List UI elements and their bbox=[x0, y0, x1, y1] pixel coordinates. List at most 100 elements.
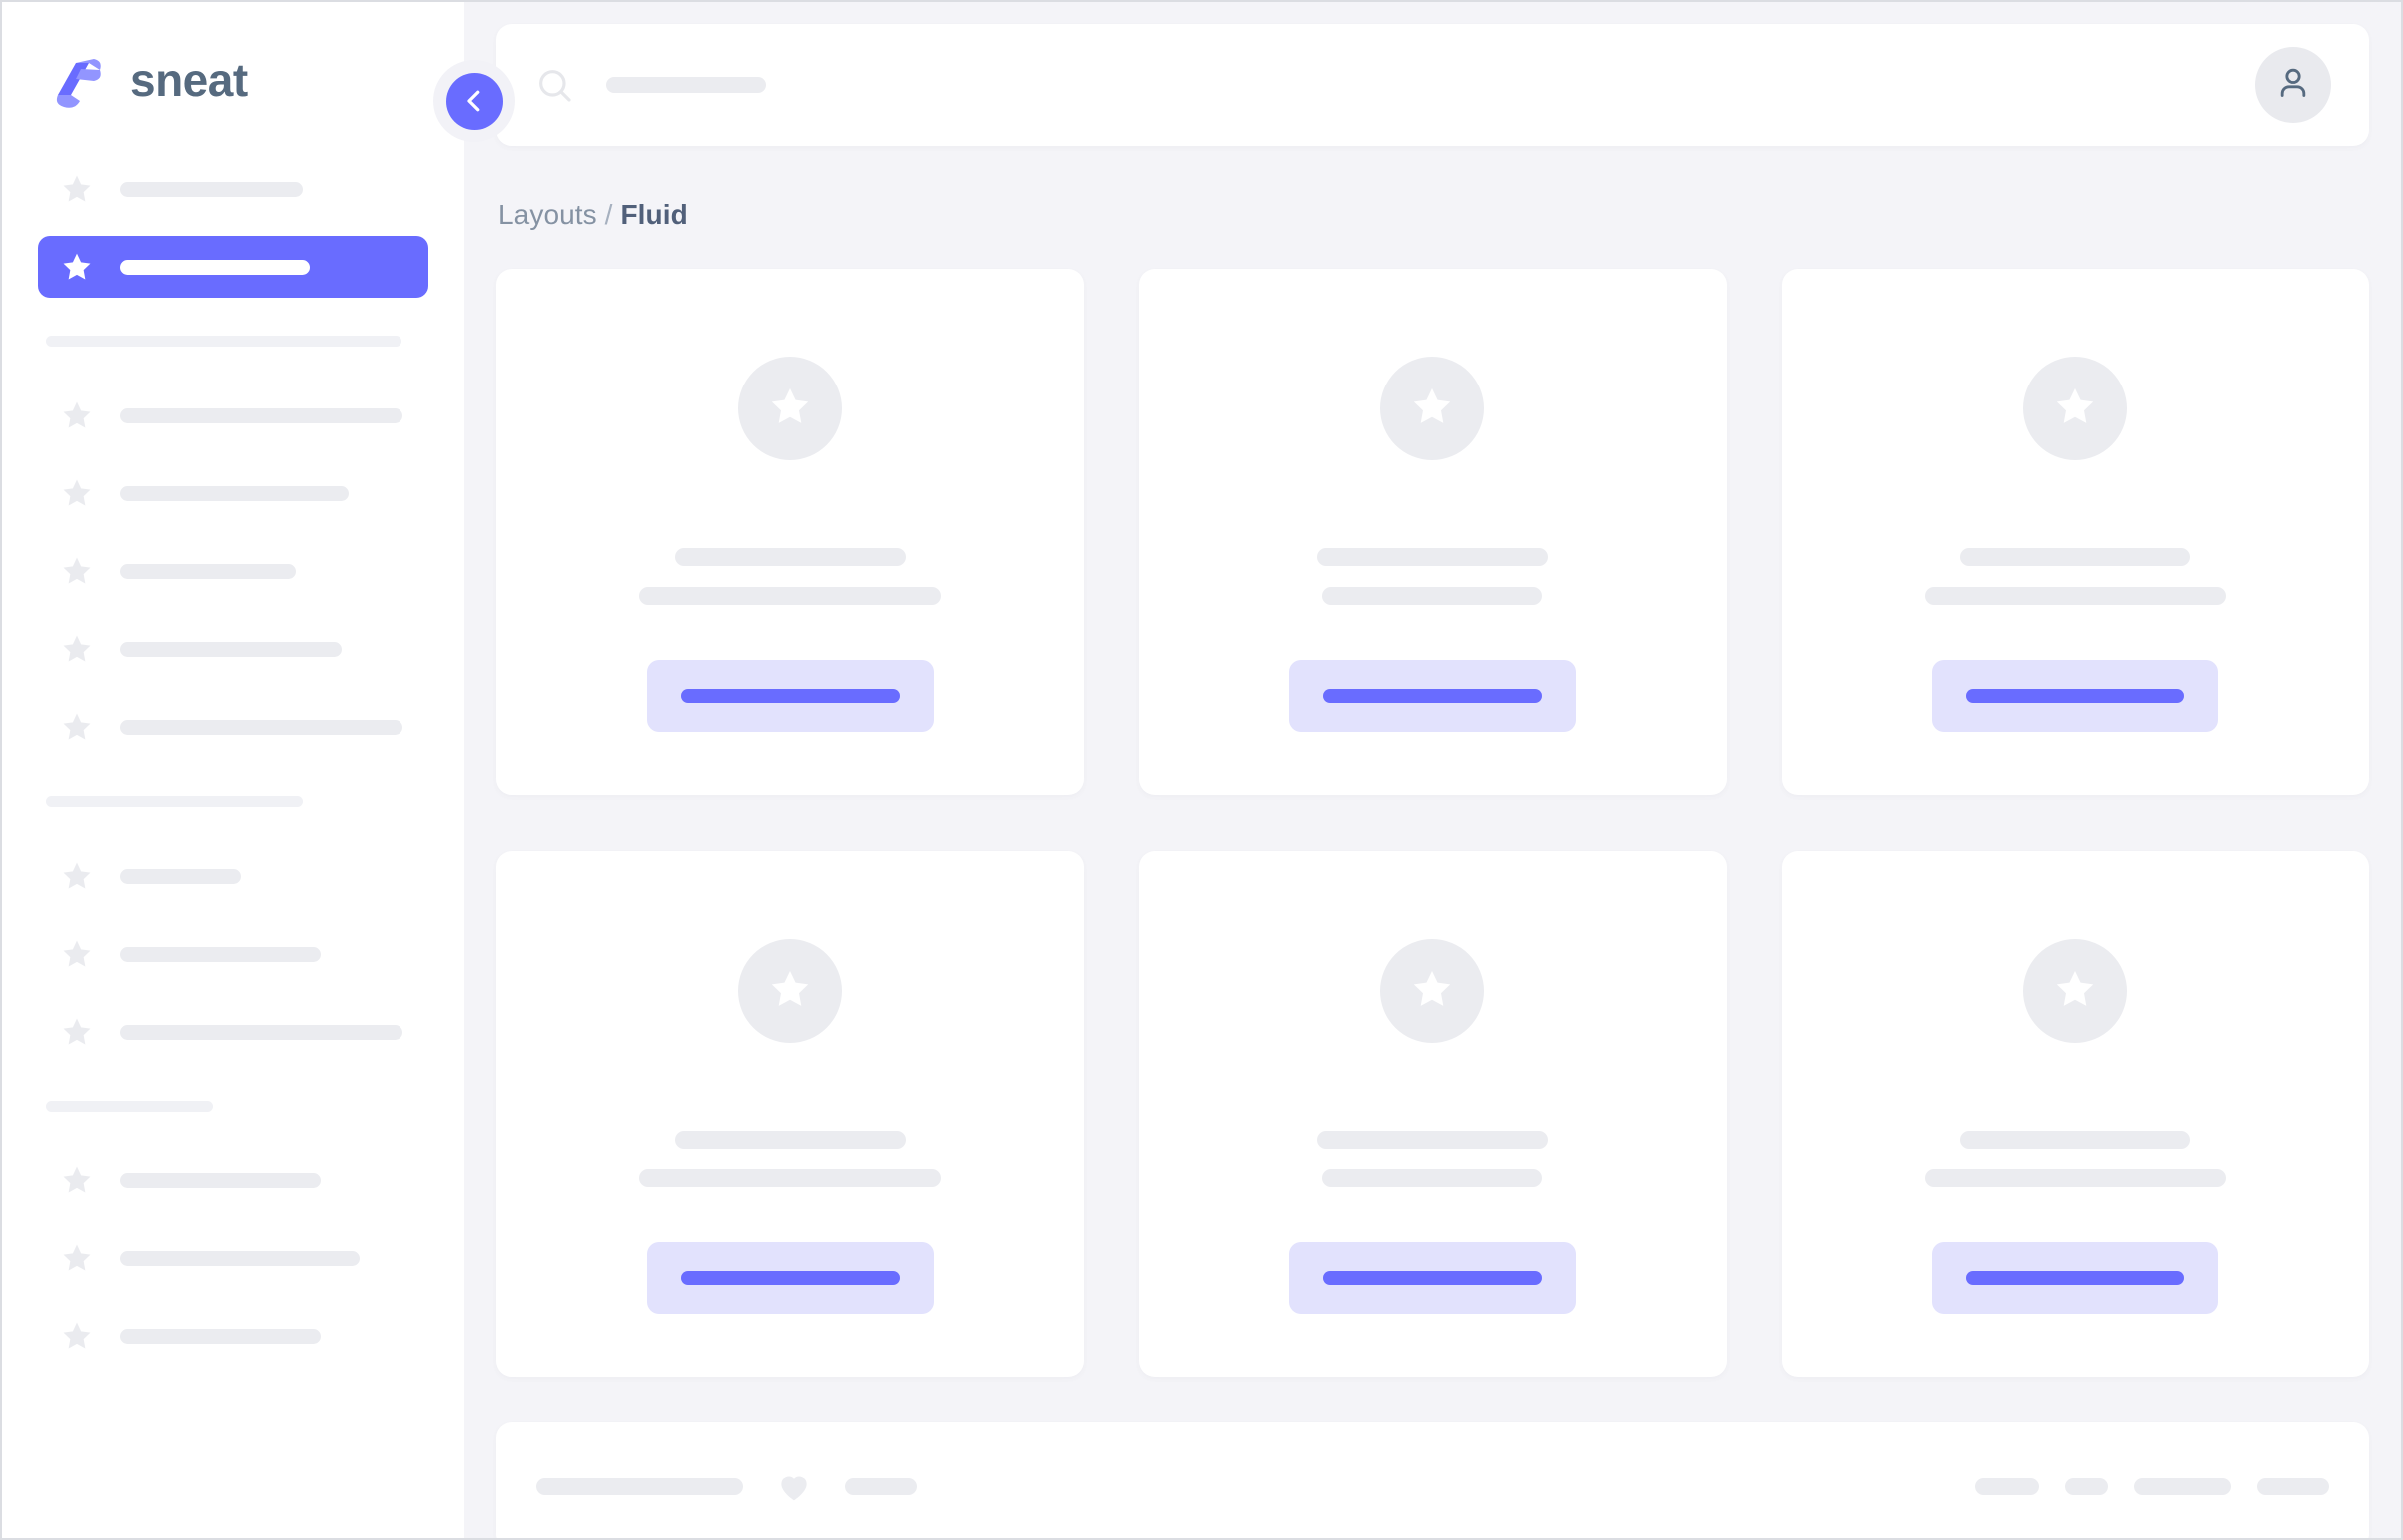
card-action-button-label-bar bbox=[1966, 1271, 2185, 1285]
sidebar-item-label-bar bbox=[120, 563, 296, 579]
star-icon bbox=[60, 250, 94, 284]
footer-right-group bbox=[1975, 1477, 2329, 1495]
card-subtitle-bar bbox=[1322, 1169, 1543, 1187]
card-title-bar bbox=[1316, 1131, 1548, 1149]
star-icon bbox=[60, 476, 94, 510]
sidebar-item-label-bar bbox=[120, 407, 402, 423]
sidebar-item-3-2[interactable] bbox=[38, 1305, 428, 1367]
footer bbox=[496, 1422, 2369, 1538]
search-input[interactable] bbox=[534, 65, 2255, 105]
card-avatar bbox=[738, 939, 843, 1043]
sidebar-collapse-button[interactable] bbox=[433, 60, 515, 142]
card-avatar bbox=[1380, 357, 1485, 460]
sidebar-item-2-2[interactable] bbox=[38, 1001, 428, 1063]
sidebar: sneat bbox=[2, 2, 515, 1538]
card-action-button[interactable] bbox=[1932, 1242, 2219, 1314]
sidebar-item-label-bar bbox=[120, 1024, 402, 1040]
nav-spacer bbox=[2, 347, 464, 369]
content-card bbox=[1781, 269, 2369, 795]
sidebar-item-label-bar bbox=[120, 1250, 360, 1266]
footer-link-bar[interactable] bbox=[2134, 1477, 2231, 1495]
card-subtitle-bar bbox=[639, 587, 942, 605]
search-icon bbox=[534, 65, 574, 105]
search-placeholder-bar bbox=[606, 77, 766, 93]
card-title-bar bbox=[1960, 548, 2191, 566]
sidebar-item-label-bar bbox=[120, 1328, 321, 1344]
star-icon bbox=[60, 937, 94, 971]
breadcrumb-parent[interactable]: Layouts bbox=[498, 199, 597, 230]
star-icon bbox=[60, 710, 94, 744]
star-icon bbox=[1409, 384, 1455, 434]
sidebar-item-3-1[interactable] bbox=[38, 1227, 428, 1289]
sidebar-item-label-bar bbox=[120, 1172, 321, 1188]
footer-text-bar bbox=[845, 1477, 917, 1495]
chevron-left-icon bbox=[445, 72, 503, 130]
star-icon bbox=[60, 1015, 94, 1049]
star-icon bbox=[60, 1241, 94, 1275]
card-action-button[interactable] bbox=[646, 660, 934, 732]
card-subtitle-bar bbox=[1924, 587, 2226, 605]
card-action-button[interactable] bbox=[1932, 660, 2219, 732]
breadcrumb: Layouts / Fluid bbox=[498, 199, 2401, 231]
breadcrumb-current: Fluid bbox=[620, 199, 688, 230]
card-grid bbox=[496, 269, 2369, 1377]
star-icon bbox=[2052, 966, 2098, 1017]
card-action-button-label-bar bbox=[680, 689, 900, 703]
footer-link-bar[interactable] bbox=[1975, 1477, 2039, 1495]
sidebar-item-1-4[interactable] bbox=[38, 696, 428, 758]
card-action-button[interactable] bbox=[646, 1242, 934, 1314]
sidebar-item-0-0[interactable] bbox=[38, 158, 428, 220]
sidebar-nav bbox=[2, 120, 464, 1367]
sidebar-item-0-1[interactable] bbox=[38, 236, 428, 298]
sidebar-item-1-2[interactable] bbox=[38, 540, 428, 602]
star-icon bbox=[60, 1319, 94, 1353]
heart-icon bbox=[775, 1467, 813, 1505]
card-action-button[interactable] bbox=[1288, 1242, 1576, 1314]
card-subtitle-bar bbox=[1322, 587, 1543, 605]
card-action-button[interactable] bbox=[1288, 660, 1576, 732]
sidebar-item-1-0[interactable] bbox=[38, 385, 428, 446]
footer-link-bar[interactable] bbox=[2257, 1477, 2329, 1495]
sneat-ribbon-logo-icon bbox=[48, 49, 110, 111]
card-title-bar bbox=[1960, 1131, 2191, 1149]
card-title-bar bbox=[674, 548, 906, 566]
star-icon bbox=[60, 1163, 94, 1197]
sidebar-item-1-1[interactable] bbox=[38, 462, 428, 524]
star-icon bbox=[1409, 966, 1455, 1017]
star-icon bbox=[2052, 384, 2098, 434]
avatar[interactable] bbox=[2255, 47, 2331, 123]
user-icon bbox=[2273, 63, 2313, 108]
content-card bbox=[1139, 851, 1727, 1377]
footer-left-group bbox=[536, 1467, 917, 1505]
sidebar-item-label-bar bbox=[120, 946, 321, 962]
card-avatar bbox=[738, 357, 843, 460]
card-subtitle-bar bbox=[639, 1169, 942, 1187]
sidebar-item-2-0[interactable] bbox=[38, 845, 428, 907]
star-icon bbox=[60, 859, 94, 893]
sidebar-group-header-1 bbox=[46, 336, 401, 347]
star-icon bbox=[60, 398, 94, 432]
sidebar-item-label-bar bbox=[120, 259, 310, 275]
star-icon bbox=[60, 632, 94, 666]
sidebar-item-3-0[interactable] bbox=[38, 1150, 428, 1211]
sidebar-group-header-2 bbox=[46, 796, 303, 807]
nav-spacer bbox=[2, 1063, 464, 1101]
footer-link-bar[interactable] bbox=[2065, 1477, 2108, 1495]
card-action-button-label-bar bbox=[1966, 689, 2185, 703]
star-icon bbox=[767, 384, 813, 434]
card-action-button-label-bar bbox=[1322, 689, 1542, 703]
topbar bbox=[496, 24, 2369, 146]
nav-spacer bbox=[2, 298, 464, 336]
card-subtitle-bar bbox=[1924, 1169, 2226, 1187]
card-title-bar bbox=[1316, 548, 1548, 566]
star-icon bbox=[60, 554, 94, 588]
content-card bbox=[1781, 851, 2369, 1377]
star-icon bbox=[767, 966, 813, 1017]
breadcrumb-separator: / bbox=[604, 199, 613, 230]
sidebar-item-2-1[interactable] bbox=[38, 923, 428, 985]
brand[interactable]: sneat bbox=[2, 2, 464, 120]
content-card bbox=[496, 269, 1085, 795]
sidebar-group-header-3 bbox=[46, 1101, 213, 1112]
sidebar-item-1-3[interactable] bbox=[38, 618, 428, 680]
brand-name: sneat bbox=[130, 54, 248, 106]
